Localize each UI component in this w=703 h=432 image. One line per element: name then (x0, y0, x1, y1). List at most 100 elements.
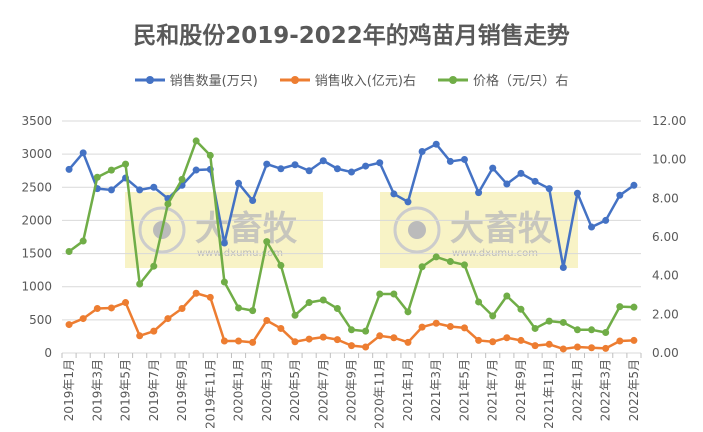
data-point-2 (630, 303, 638, 311)
data-point-0 (376, 159, 384, 167)
y-right-tick-label: 6.00 (652, 230, 679, 244)
data-point-0 (291, 161, 299, 169)
data-point-0 (503, 180, 511, 188)
y-right-tick-label: 0.00 (652, 346, 679, 360)
data-point-0 (263, 160, 271, 168)
data-point-1 (93, 305, 101, 313)
x-tick-label: 2020年7月 (316, 359, 330, 421)
data-point-1 (206, 293, 214, 301)
data-point-0 (517, 169, 525, 177)
x-tick-label: 2021年9月 (514, 359, 528, 421)
data-point-2 (333, 305, 341, 313)
data-point-0 (136, 186, 144, 194)
data-point-2 (390, 290, 398, 298)
data-point-0 (616, 191, 624, 199)
data-point-0 (475, 189, 483, 197)
data-point-0 (432, 140, 440, 148)
data-point-1 (475, 336, 483, 344)
watermark-logo-icon (408, 221, 426, 239)
x-tick-label: 2021年7月 (486, 359, 500, 421)
legend-item-revenue: 销售收入(亿元)右 (279, 70, 416, 89)
x-tick-label: 2020年9月 (345, 359, 359, 421)
data-point-1 (291, 338, 299, 346)
legend-item-price: 价格（元/只）右 (437, 70, 568, 89)
data-point-2 (489, 312, 497, 320)
data-point-1 (220, 337, 228, 345)
data-point-2 (588, 326, 596, 334)
data-point-1 (122, 299, 130, 307)
watermark-logo-icon (138, 206, 186, 254)
y-right-tick-label: 4.00 (652, 269, 679, 283)
x-tick-label: 2019年3月 (90, 359, 104, 421)
y-left-tick-label: 1000 (21, 280, 52, 294)
data-point-2 (531, 324, 539, 332)
data-point-1 (418, 323, 426, 331)
y-left-tick-label: 2500 (21, 180, 52, 194)
data-point-1 (348, 342, 355, 350)
data-point-1 (503, 334, 511, 342)
data-point-2 (107, 166, 115, 174)
watermark-logo-icon (393, 206, 441, 254)
data-point-2 (362, 327, 370, 335)
x-tick-label: 2019年1月 (62, 359, 76, 421)
y-right-tick-label: 2.00 (652, 307, 679, 321)
data-point-1 (559, 345, 567, 353)
x-tick-label: 2022年1月 (570, 359, 584, 421)
data-point-2 (150, 262, 158, 270)
x-tick-label: 2021年11月 (542, 359, 556, 429)
data-point-1 (390, 334, 398, 342)
data-point-1 (277, 324, 285, 332)
data-point-1 (460, 324, 468, 332)
data-point-2 (291, 311, 299, 319)
y-left-tick-label: 0 (44, 346, 52, 360)
legend: 销售数量(万只) 销售收入(亿元)右 价格（元/只）右 (0, 70, 703, 89)
data-point-1 (319, 333, 327, 341)
data-point-2 (79, 237, 87, 245)
data-point-2 (475, 298, 483, 306)
data-point-1 (178, 305, 186, 313)
x-tick-label: 2020年3月 (260, 359, 274, 421)
data-point-2 (517, 305, 525, 313)
data-point-1 (362, 343, 370, 351)
data-point-0 (489, 164, 497, 172)
data-point-2 (305, 299, 313, 307)
data-point-0 (277, 165, 285, 173)
data-point-0 (418, 147, 426, 155)
data-point-0 (65, 165, 73, 173)
watermark-text: 大畜牧 (450, 209, 553, 249)
data-point-0 (348, 168, 355, 176)
data-point-1 (517, 336, 525, 344)
data-point-0 (573, 189, 581, 197)
data-point-1 (249, 338, 257, 346)
data-point-0 (220, 239, 228, 247)
y-left-tick-label: 500 (29, 313, 52, 327)
data-point-1 (79, 315, 87, 323)
data-point-0 (545, 185, 553, 193)
data-point-0 (319, 157, 327, 165)
data-point-1 (616, 337, 624, 345)
data-point-0 (630, 181, 638, 189)
data-point-1 (136, 332, 144, 340)
x-tick-label: 2022年3月 (599, 359, 613, 421)
y-right-tick-label: 8.00 (652, 191, 679, 205)
y-left-tick-label: 3500 (21, 114, 52, 128)
data-point-2 (136, 280, 144, 288)
data-point-1 (545, 340, 553, 348)
data-point-1 (192, 289, 200, 297)
data-point-1 (531, 342, 539, 350)
data-point-2 (376, 290, 384, 298)
data-point-0 (446, 157, 454, 165)
chart-title: 民和股份2019-2022年的鸡苗月销售走势 (133, 23, 570, 49)
data-point-1 (150, 327, 158, 335)
y-right-tick-label: 10.00 (652, 153, 686, 167)
x-tick-label: 2019年9月 (175, 359, 189, 421)
y-left-tick-label: 3000 (21, 147, 52, 161)
data-point-2 (559, 318, 567, 326)
data-point-2 (164, 200, 172, 208)
data-point-2 (573, 326, 581, 334)
data-point-2 (348, 326, 355, 334)
data-point-2 (418, 263, 426, 271)
data-point-2 (319, 296, 327, 304)
